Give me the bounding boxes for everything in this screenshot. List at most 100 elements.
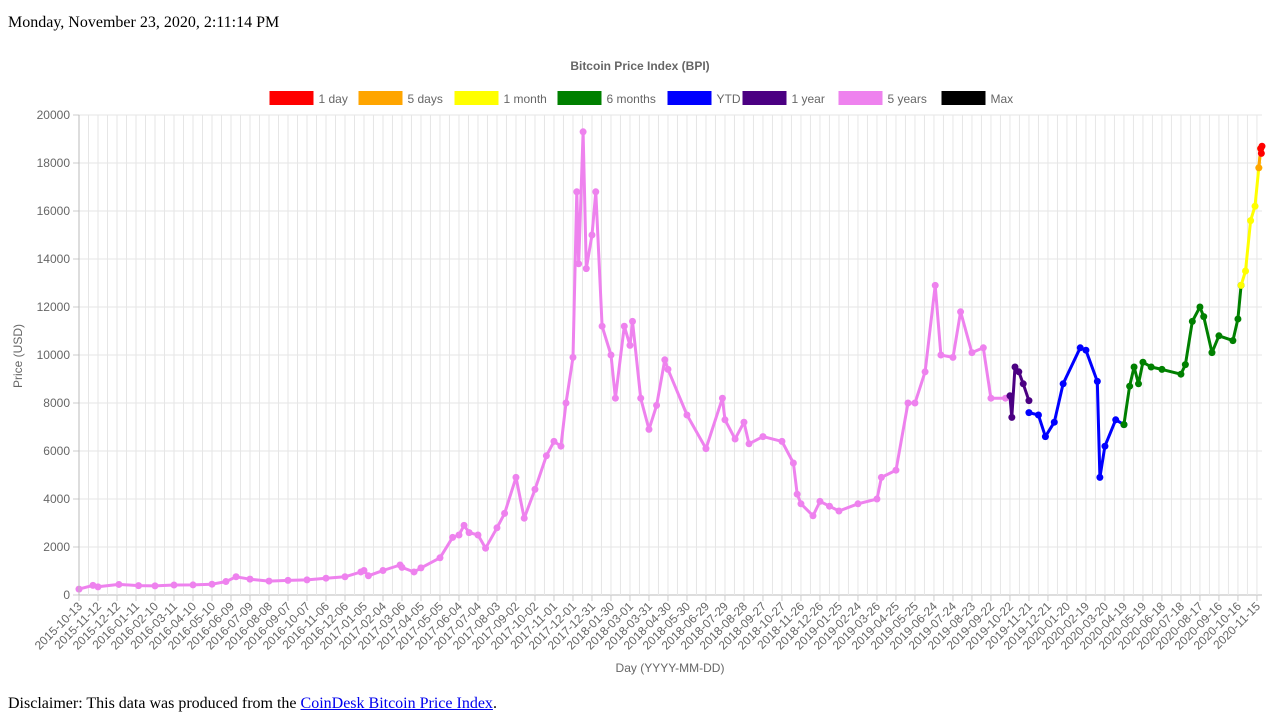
data-point	[873, 495, 881, 503]
data-point	[94, 583, 102, 591]
legend-item[interactable]: 1 month	[454, 91, 547, 106]
data-point	[1120, 421, 1128, 429]
data-point	[778, 437, 786, 445]
legend-item[interactable]: Max	[941, 91, 1014, 106]
data-point	[835, 507, 843, 515]
data-point	[410, 568, 418, 576]
data-point	[1093, 377, 1101, 385]
data-point	[877, 473, 885, 481]
series-layer	[75, 128, 1266, 593]
data-point	[968, 349, 976, 357]
data-point	[1135, 380, 1143, 388]
grid	[78, 114, 1262, 596]
data-point	[1258, 142, 1266, 150]
data-point	[904, 399, 912, 407]
data-point	[740, 418, 748, 426]
data-point	[582, 265, 590, 273]
data-point	[911, 399, 919, 407]
data-point	[1208, 349, 1216, 357]
data-point	[1112, 416, 1120, 424]
data-point	[1008, 413, 1016, 421]
data-point	[189, 581, 197, 589]
y-tick-label: 14000	[37, 252, 71, 266]
data-point	[1006, 392, 1014, 400]
legend-swatch	[838, 91, 883, 105]
data-point	[809, 512, 817, 520]
data-point	[797, 500, 805, 508]
legend-item[interactable]: 6 months	[557, 91, 656, 106]
data-point	[731, 435, 739, 443]
data-point	[341, 573, 349, 581]
legend-item[interactable]: 1 day	[269, 91, 348, 106]
data-point	[598, 322, 606, 330]
data-point	[360, 567, 368, 575]
disclaimer-suffix: .	[492, 695, 497, 712]
data-point	[322, 574, 330, 582]
y-tick-label: 6000	[43, 444, 70, 458]
data-point	[1082, 346, 1090, 354]
data-point	[1177, 370, 1185, 378]
data-point	[246, 575, 254, 583]
series-1-day	[1257, 142, 1266, 157]
data-point	[1101, 442, 1109, 450]
legend-swatch	[269, 91, 314, 105]
data-point	[661, 356, 669, 364]
data-point	[550, 437, 558, 445]
bitcoin-price-chart: 1 day 5 days 1 month 6 months YTD 1 year 5 yea…	[0, 48, 1270, 688]
data-point	[789, 459, 797, 467]
data-point	[611, 394, 619, 402]
y-tick-label: 20000	[37, 108, 71, 122]
data-point	[645, 425, 653, 433]
series-1-year	[1006, 363, 1033, 421]
coindesk-link[interactable]: CoinDesk Bitcoin Price Index	[300, 695, 493, 712]
legend: 1 day 5 days 1 month 6 months YTD 1 year 5 yea…	[269, 91, 1014, 106]
data-point	[436, 554, 444, 562]
series-6-months	[1120, 281, 1245, 429]
data-point	[1041, 433, 1049, 441]
data-point	[1181, 361, 1189, 369]
data-point	[1215, 332, 1223, 340]
data-point	[1059, 380, 1067, 388]
data-point	[398, 563, 406, 571]
data-point	[1247, 217, 1255, 225]
data-point	[937, 351, 945, 359]
data-point	[573, 188, 581, 196]
data-point	[1196, 303, 1204, 311]
data-point	[1011, 363, 1019, 371]
data-point	[892, 466, 900, 474]
data-point	[664, 365, 672, 373]
legend-item[interactable]: 5 days	[358, 91, 443, 106]
data-point	[637, 394, 645, 402]
data-point	[531, 485, 539, 493]
legend-item[interactable]: 1 year	[742, 91, 825, 106]
data-point	[721, 416, 729, 424]
legend-swatch	[358, 91, 403, 105]
data-point	[449, 533, 457, 541]
legend-label: Max	[991, 92, 1014, 106]
legend-swatch	[557, 91, 602, 105]
data-point	[588, 231, 596, 239]
data-point	[1229, 337, 1237, 345]
chart-svg: 1 day 5 days 1 month 6 months YTD 1 year 5 yea…	[11, 59, 1266, 675]
data-point	[1076, 344, 1084, 352]
data-point	[562, 399, 570, 407]
data-point	[575, 260, 583, 268]
data-point	[303, 576, 311, 584]
series-line	[78, 130, 1006, 591]
data-point	[1050, 418, 1058, 426]
data-point	[702, 445, 710, 453]
data-point	[979, 344, 987, 352]
data-point	[1237, 281, 1245, 289]
data-point	[1147, 363, 1155, 371]
data-point	[1126, 382, 1134, 390]
y-tick-label: 16000	[37, 204, 71, 218]
disclaimer-prefix: Disclaimer: This data was produced from …	[8, 695, 301, 712]
data-point	[629, 317, 637, 325]
data-point	[1130, 363, 1138, 371]
data-point	[1015, 368, 1023, 376]
data-point	[460, 521, 468, 529]
legend-item[interactable]: YTD	[667, 91, 741, 106]
data-point	[607, 351, 615, 359]
legend-item[interactable]: 5 years	[838, 91, 927, 106]
legend-label: 5 days	[408, 92, 443, 106]
